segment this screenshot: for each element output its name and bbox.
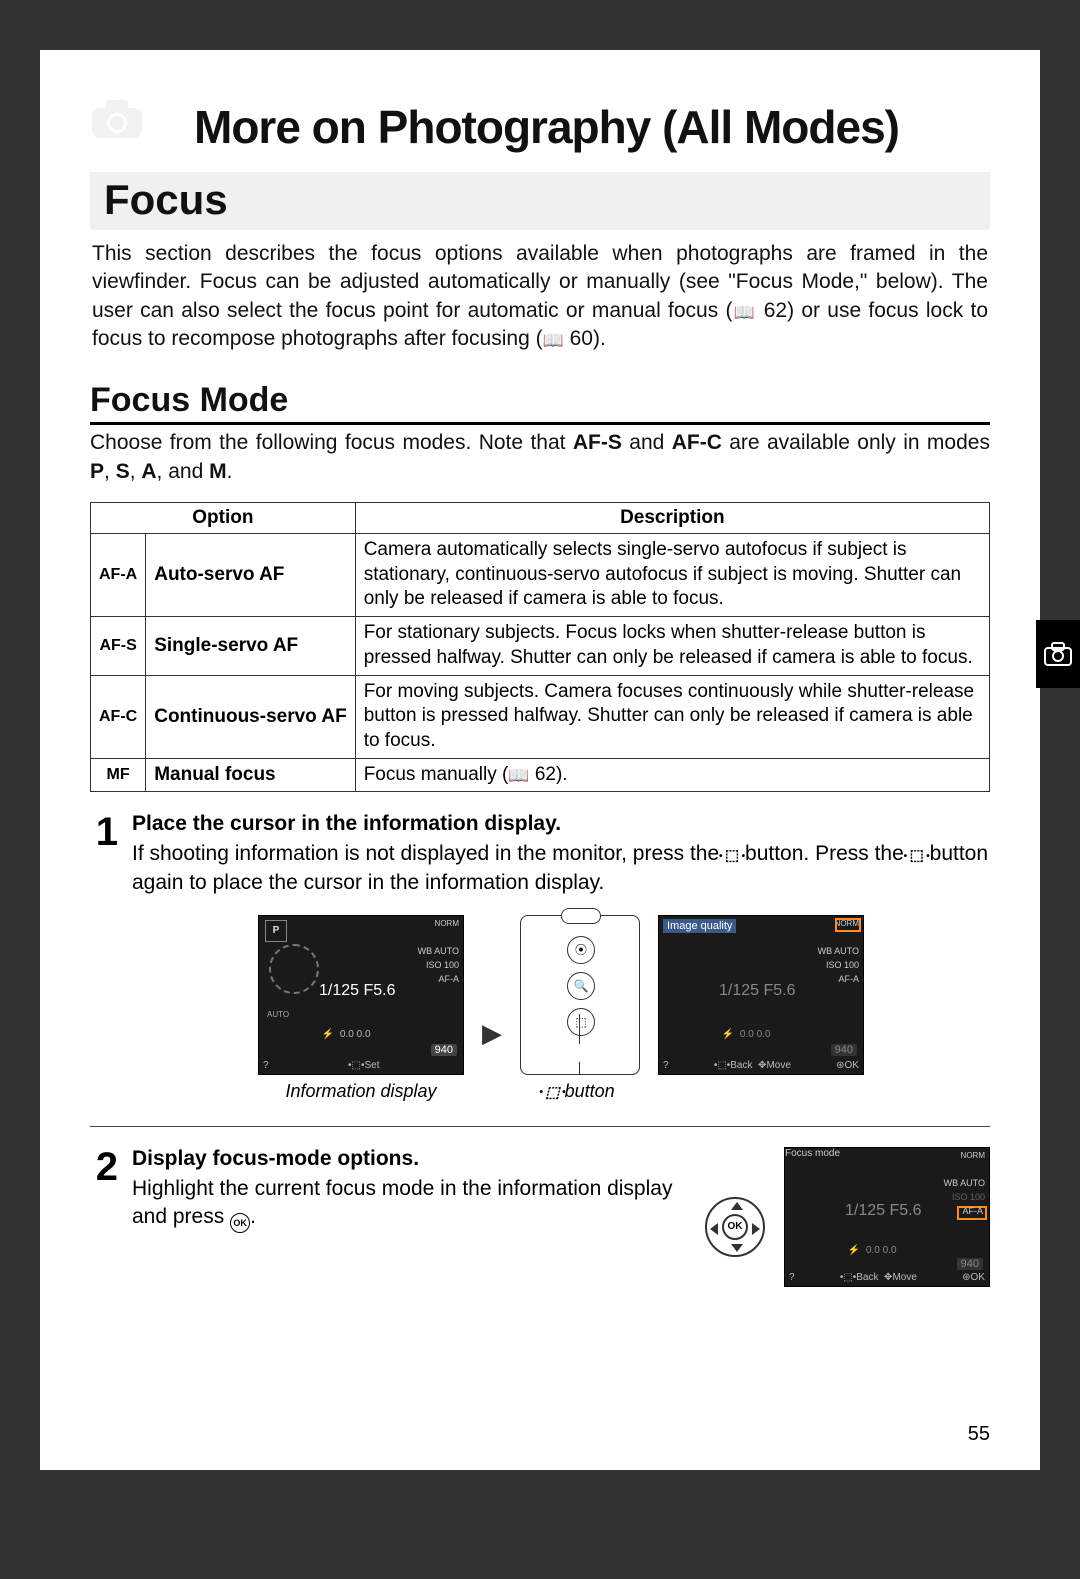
mode-name: Auto-servo AF [146,534,355,617]
step-2-figures: OK Focus mode NORM WB AUTO ISO 100 AF-A … [700,1147,990,1287]
dpad-diagram: OK [700,1197,770,1257]
table-header-row: Option Description [91,503,990,534]
info-display-caption: Information display [258,1081,464,1102]
image-quality-figure: Image quality NORM WB AUTO ISO 100 AF-A … [658,915,864,1075]
mode-name: Single-servo AF [146,617,355,675]
focus-mode-intro: Choose from the following focus modes. N… [90,429,990,486]
table-row: AF-S Single-servo AF For stationary subj… [91,617,990,675]
step-1-title: Place the cursor in the information disp… [132,812,990,836]
mode-desc: For stationary subjects. Focus locks whe… [355,617,989,675]
intro-text-c: ). [593,327,606,350]
mode-desc: Focus manually (📖 62). [355,758,989,792]
mode-code: AF-S [91,617,146,675]
focus-intro: This section describes the focus options… [90,240,990,353]
section-title: Focus [90,172,990,230]
manual-page: More on Photography (All Modes) Focus Th… [40,50,1040,1470]
step-1: 1 Place the cursor in the information di… [90,812,990,1102]
page-ref-icon: 📖 [543,331,564,350]
step-1-figures: P NORM WB AUTO ISO 100 AF-A 1/125 F5.6 ⚡… [132,915,990,1102]
page-ref-2: 60 [570,327,593,350]
th-description: Description [355,503,989,534]
page-ref-1: 62 [764,299,787,322]
camera-icon [90,94,144,140]
button-caption: ⬚ button [520,1081,640,1102]
table-row: AF-C Continuous-servo AF For moving subj… [91,675,990,758]
cam-button-2: 🔍 [567,972,595,1000]
mode-code: AF-A [91,534,146,617]
arrow-icon: ▶ [482,1018,502,1049]
mode-name: Continuous-servo AF [146,675,355,758]
step-2-text: Highlight the current focus mode in the … [132,1175,680,1233]
image-quality-lcd: Image quality NORM WB AUTO ISO 100 AF-A … [658,915,864,1075]
ok-button-icon: OK [230,1213,250,1233]
focus-mode-title: Focus Mode [90,381,990,425]
chapter-header: More on Photography (All Modes) [90,80,990,154]
page-number: 55 [968,1423,990,1446]
step-2-title: Display focus-mode options. [132,1147,680,1171]
page-ref-icon: 📖 [732,303,756,322]
camera-tab-icon [1044,642,1072,666]
mode-name: Manual focus [146,758,355,792]
camera-back-figure: ⦿ 🔍 ⬚ ⬚ button [520,915,640,1102]
ok-button: OK [722,1214,748,1240]
page-ref-icon: 📖 [508,766,529,785]
highlight-box [835,918,861,932]
info-display-figure: P NORM WB AUTO ISO 100 AF-A 1/125 F5.6 ⚡… [258,915,464,1102]
table-row: MF Manual focus Focus manually (📖 62). [91,758,990,792]
mode-code: MF [91,758,146,792]
mode-code: AF-C [91,675,146,758]
mode-desc: For moving subjects. Camera focuses cont… [355,675,989,758]
camera-back-diagram: ⦿ 🔍 ⬚ [520,915,640,1075]
info-button-highlighted: ⬚ [567,1008,595,1036]
th-option: Option [91,503,356,534]
info-display-lcd: P NORM WB AUTO ISO 100 AF-A 1/125 F5.6 ⚡… [258,915,464,1075]
step-number: 1 [90,812,118,1102]
info-button-icon: ⬚ [545,1083,559,1101]
info-button-icon: ⬚ [910,846,924,866]
step-divider [90,1126,990,1127]
cam-button-1: ⦿ [567,936,595,964]
chapter-title: More on Photography (All Modes) [194,100,899,154]
step-2: 2 Display focus-mode options. Highlight … [90,1147,990,1287]
table-row: AF-A Auto-servo AF Camera automatically … [91,534,990,617]
side-tab [1036,620,1080,688]
mode-desc: Camera automatically selects single-serv… [355,534,989,617]
focus-mode-table: Option Description AF-A Auto-servo AF Ca… [90,502,990,792]
step-1-text: If shooting information is not displayed… [132,840,990,897]
step-number: 2 [90,1147,118,1287]
info-button-icon: ⬚ [725,846,739,866]
focus-mode-lcd: Focus mode NORM WB AUTO ISO 100 AF-A 1/1… [784,1147,990,1287]
